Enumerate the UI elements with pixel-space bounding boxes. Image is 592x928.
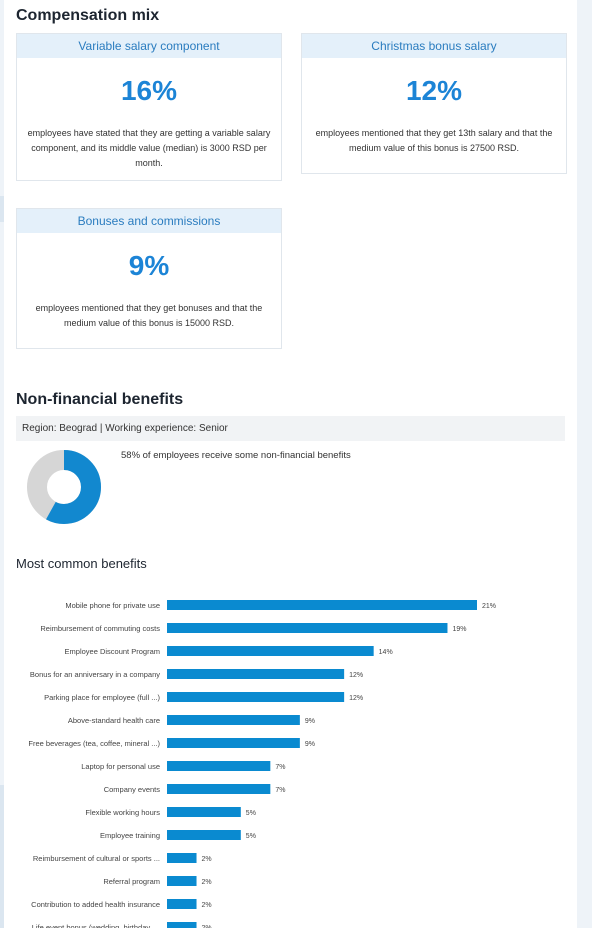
bar	[167, 830, 241, 840]
bar	[167, 692, 345, 702]
right-gutter	[577, 0, 592, 928]
bar-category-label: Free beverages (tea, coffee, mineral ...…	[28, 739, 160, 748]
variable-salary-card: Variable salary component 16% employees …	[16, 33, 282, 181]
bar	[167, 876, 197, 886]
bar-category-label: Flexible working hours	[85, 808, 160, 817]
bar-value-label: 12%	[349, 695, 363, 702]
card-description: employees mentioned that they get bonuse…	[35, 303, 263, 328]
bar-category-label: Reimbursement of cultural or sports ...	[33, 854, 160, 863]
bar-value-label: 7%	[275, 764, 285, 771]
bar	[167, 922, 197, 928]
bar	[167, 761, 271, 771]
card-percent: 12%	[405, 75, 463, 106]
card-description: employees mentioned that they get 13th s…	[315, 128, 553, 153]
bar-value-label: 21%	[482, 603, 496, 610]
nonfinancial-share-text: 58% of employees receive some non-financ…	[121, 450, 351, 461]
card-percent: 9%	[128, 250, 170, 281]
common-benefits-title: Most common benefits	[16, 556, 147, 571]
bar	[167, 600, 477, 610]
bar	[167, 784, 271, 794]
card-percent: 16%	[120, 75, 178, 106]
bar	[167, 738, 300, 748]
left-panel-marker	[0, 785, 4, 928]
left-panel-marker	[0, 196, 4, 222]
compensation-title: Compensation mix	[16, 7, 160, 24]
bar	[167, 623, 448, 633]
bar	[167, 807, 241, 817]
bar-value-label: 12%	[349, 672, 363, 679]
benefits-donut-chart	[27, 450, 101, 524]
card-description: employees have stated that they are gett…	[27, 128, 271, 168]
bar-value-label: 5%	[246, 833, 256, 840]
common-benefits-bar-chart: Mobile phone for private use 21% Reimburse…	[28, 600, 496, 928]
bar-value-label: 5%	[246, 810, 256, 817]
card-header: Variable salary component	[17, 34, 281, 58]
christmas-bonus-card: Christmas bonus salary 12% employees men…	[301, 33, 567, 174]
bar-value-label: 2%	[202, 856, 212, 863]
filter-text: Region: Beograd | Working experience: Se…	[22, 423, 228, 434]
bar-value-label: 9%	[305, 718, 315, 725]
left-panel-edge	[0, 0, 4, 928]
bar-value-label: 2%	[202, 902, 212, 909]
bar-category-label: Bonus for an anniversary in a company	[30, 670, 160, 679]
bonuses-commissions-card: Bonuses and commissions 9% employees men…	[16, 208, 282, 349]
card-header: Christmas bonus salary	[302, 34, 566, 58]
bar	[167, 899, 197, 909]
bar-category-label: Mobile phone for private use	[65, 601, 160, 610]
bar-value-label: 9%	[305, 741, 315, 748]
bar-category-label: Reimbursement of commuting costs	[40, 624, 160, 633]
bar-category-label: Employee Discount Program	[65, 647, 160, 656]
bar-value-label: 19%	[452, 626, 466, 633]
bar-value-label: 2%	[202, 925, 212, 928]
donut-filled-segment	[27, 450, 101, 524]
nonfinancial-title: Non-financial benefits	[16, 391, 184, 408]
bar	[167, 715, 300, 725]
bar-category-label: Contribution to added health insurance	[31, 900, 160, 909]
bar	[167, 669, 345, 679]
card-header: Bonuses and commissions	[17, 209, 281, 233]
bar	[167, 853, 197, 863]
bar-category-label: Referral program	[103, 877, 160, 886]
bar	[167, 646, 374, 656]
bar-category-label: Employee training	[100, 831, 160, 840]
bar-category-label: Parking place for employee (full ...)	[44, 693, 160, 702]
bar-category-label: Life event bonus (wedding, birthday, ...	[32, 923, 160, 928]
filter-bar: Region: Beograd | Working experience: Se…	[16, 416, 565, 441]
bar-value-label: 14%	[379, 649, 393, 656]
bar-category-label: Laptop for personal use	[81, 762, 160, 771]
bar-value-label: 2%	[202, 879, 212, 886]
bar-category-label: Above-standard health care	[68, 716, 160, 725]
bar-value-label: 7%	[275, 787, 285, 794]
bar-category-label: Company events	[104, 785, 161, 794]
